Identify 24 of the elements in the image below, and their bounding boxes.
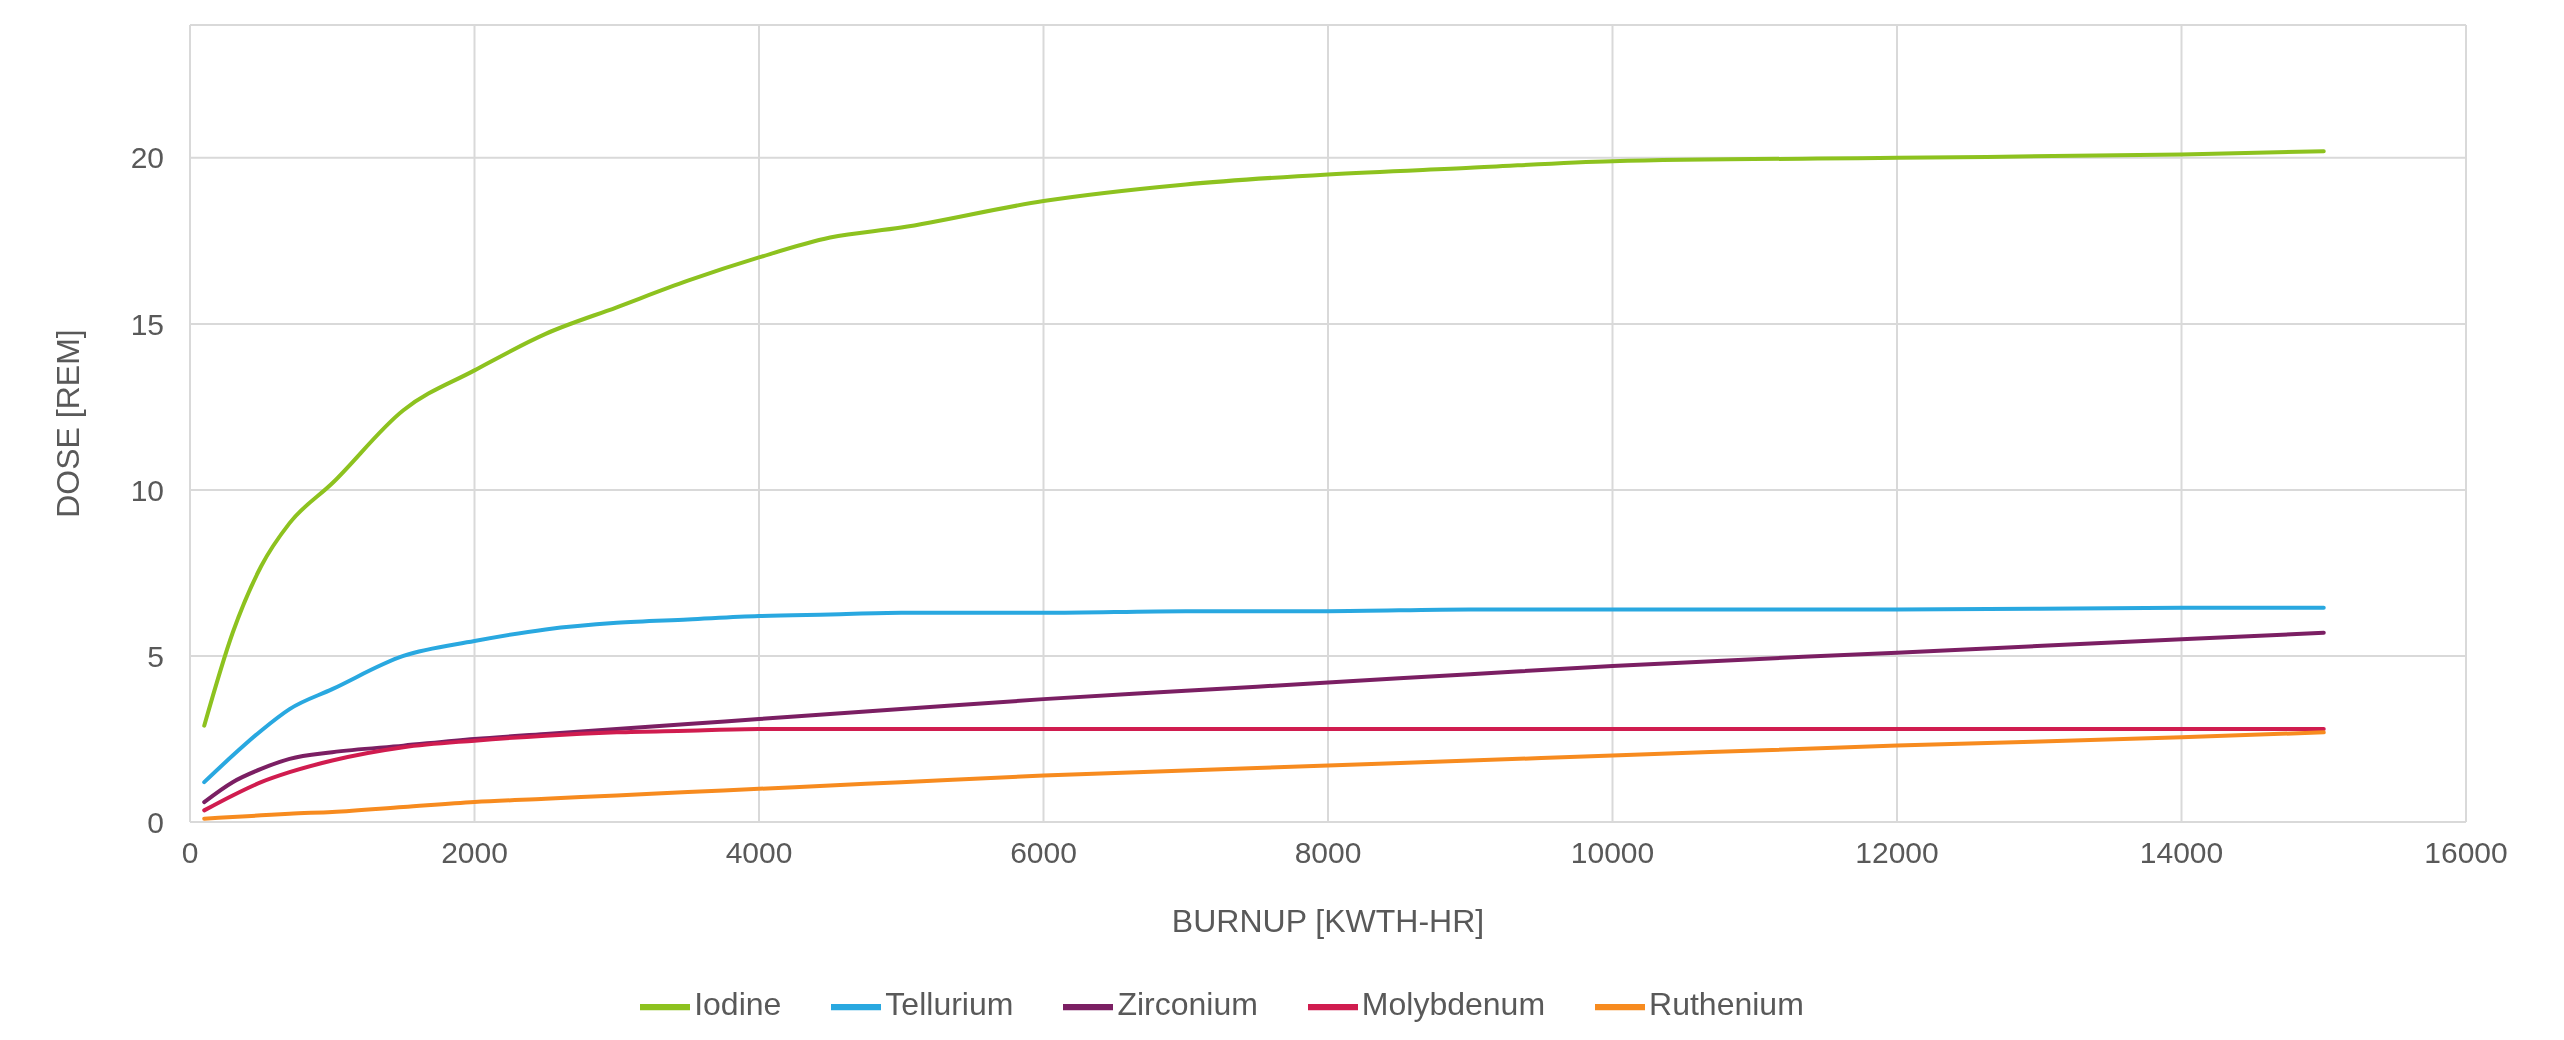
y-axis-title: DOSE [REM] [50,329,87,518]
x-tick-label: 2000 [441,836,508,870]
y-tick-label: 15 [130,307,164,341]
x-tick-label: 10000 [1570,836,1655,870]
y-tick-label: 0 [147,805,164,839]
legend-label: Tellurium [885,986,1014,1023]
y-tick-label: 5 [147,639,164,673]
x-tick-label: 16000 [2424,836,2508,870]
x-tick-label: 6000 [1010,836,1077,870]
x-axis-title: BURNUP [KWTH-HR] [1171,903,1485,939]
legend-label: Ruthenium [1649,986,1804,1023]
line-series [202,605,2326,785]
legend-label: Zirconium [1117,986,1258,1023]
y-tick-label: 10 [130,473,164,507]
y-tick-label: 20 [130,141,164,175]
x-tick-label: 0 [181,836,199,870]
legend-label: Molybdenum [1361,986,1546,1023]
x-tick-label: 4000 [725,836,793,870]
x-tick-label: 8000 [1294,836,1362,870]
x-tick-label: 14000 [2139,836,2224,870]
line-series [202,630,2326,805]
x-tick-label: 12000 [1855,836,1939,870]
legend-label: Iodine [694,986,782,1023]
line-series [202,149,2326,728]
